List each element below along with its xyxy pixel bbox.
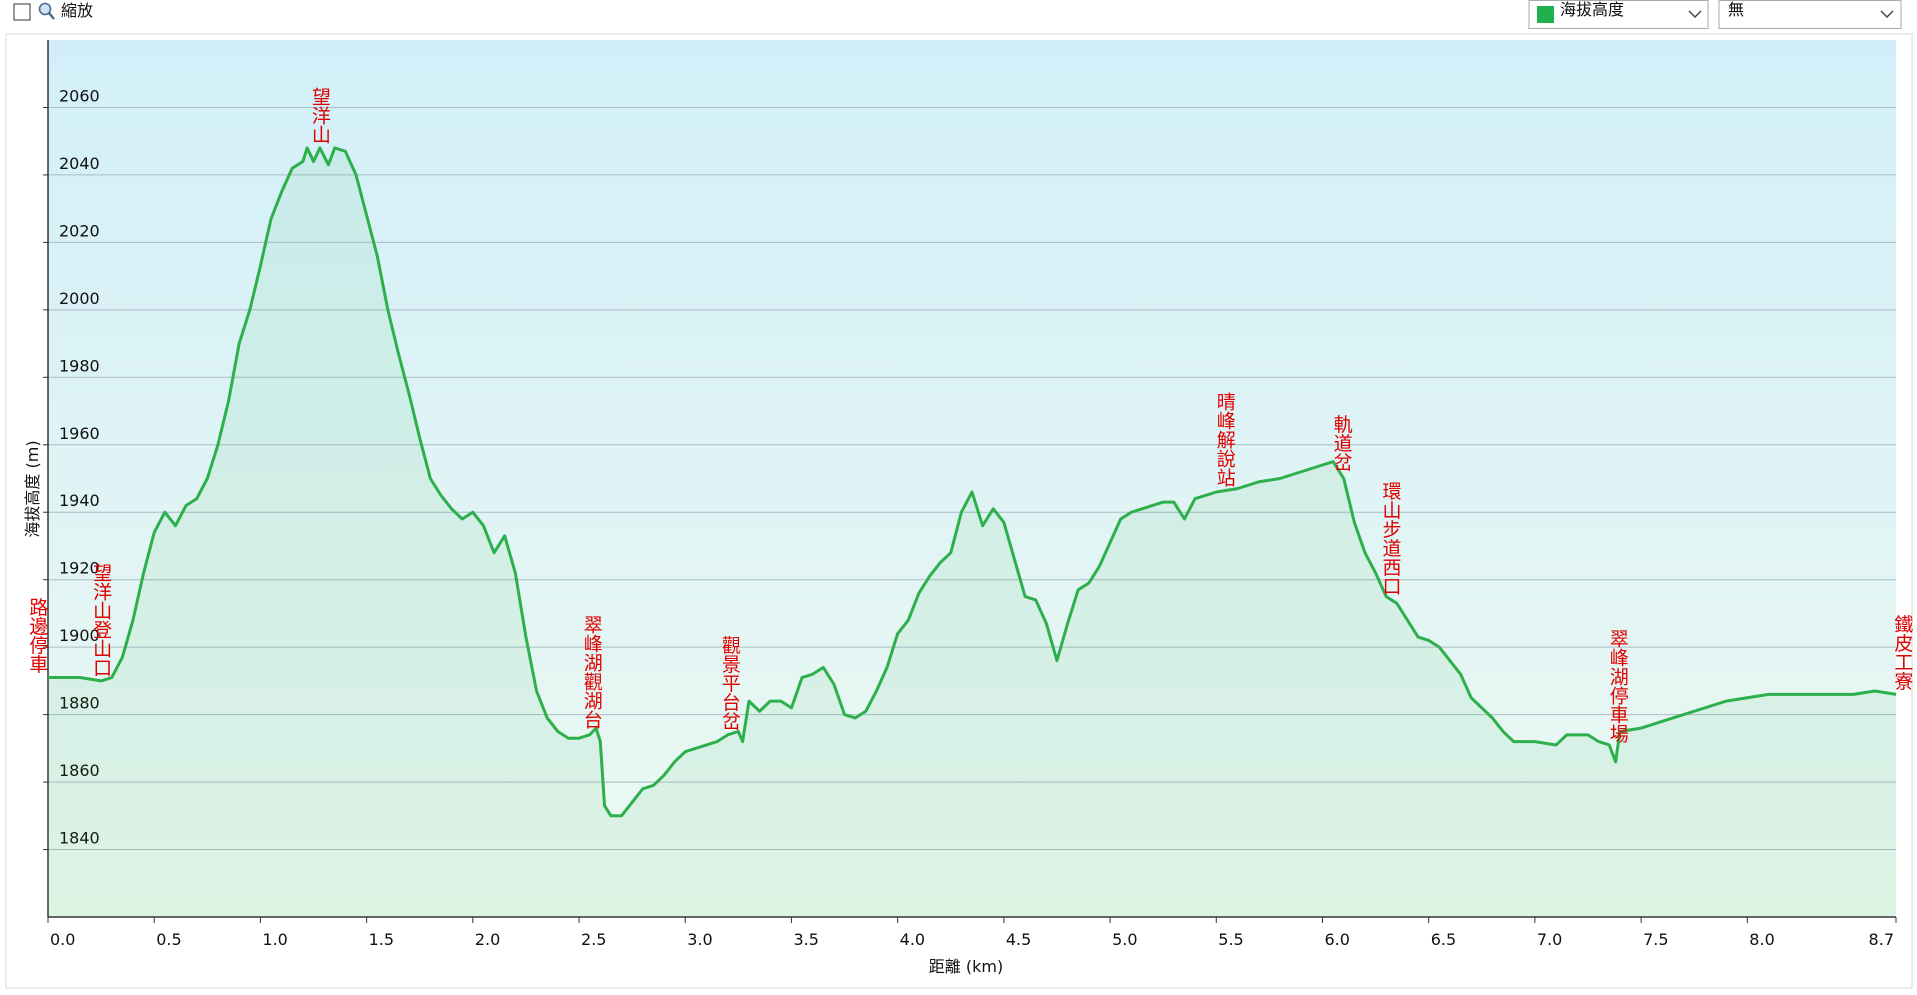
x-axis-title: 距離 (km): [929, 957, 1003, 976]
plot-layer: 1840 1860 1880 1900 1920 1940 1960 1980 2000 2020…: [26, 40, 1913, 949]
annotation: 環山步道西口: [1379, 481, 1401, 595]
x-tick-label: 2.0: [475, 930, 500, 949]
y-tick-label: 2040: [59, 154, 100, 173]
y-tick-label: 2000: [59, 289, 100, 308]
x-tick-label: 1.5: [369, 930, 394, 949]
y-tick-label: 1840: [59, 829, 100, 848]
x-tick-label: 4.0: [900, 930, 925, 949]
y-tick-label: 1880: [59, 694, 100, 713]
x-tick-label: 0.0: [50, 930, 75, 949]
x-tick-label: 7.5: [1643, 930, 1668, 949]
annotation: 翠峰湖觀湖台: [581, 615, 603, 729]
y-tick-label: 1900: [59, 626, 100, 645]
x-tick-label: 3.0: [687, 930, 712, 949]
elevation-line: [48, 146, 1897, 818]
x-tick-label: 2.5: [581, 930, 606, 949]
x-tick-label: 6.5: [1431, 930, 1456, 949]
y-tick-label: 1860: [59, 761, 100, 780]
x-tick-label: 3.5: [793, 930, 818, 949]
x-tick-label: 8.0: [1749, 930, 1774, 949]
annotation: 晴峰解說站: [1214, 391, 1236, 486]
overlay-select-label: 無: [1728, 0, 1744, 19]
y-tick-label: 1920: [59, 559, 100, 578]
y-tick-label: 2060: [59, 86, 100, 105]
y-tick-label: 2020: [59, 221, 100, 240]
series-select[interactable]: [1528, 0, 1709, 29]
x-tick-label: 4.5: [1006, 930, 1031, 949]
overlay-select[interactable]: [1718, 0, 1902, 29]
plot-area: [48, 40, 1896, 917]
zoom-label: 縮放: [61, 1, 93, 20]
y-tick-label: 1940: [59, 491, 100, 510]
x-tick-label: 5.5: [1218, 930, 1243, 949]
annotation: 觀景平台岔: [719, 635, 741, 730]
area-fill: [48, 147, 1896, 917]
annotation: 路邊停車: [26, 597, 48, 673]
y-axis-title: 海拔高度 (m): [23, 440, 42, 537]
x-tick-label: 0.5: [156, 930, 181, 949]
zoom-checkbox[interactable]: [13, 3, 31, 21]
x-tick-label: 1.0: [262, 930, 287, 949]
annotation: 翠峰湖停車場: [1607, 629, 1629, 744]
x-tick-label: 8.7: [1869, 930, 1894, 949]
zoom-icon: [38, 2, 55, 20]
annotation: 望洋山: [309, 87, 331, 144]
y-tick-label: 1960: [59, 424, 100, 443]
annotation: 鐵皮工寮: [1891, 614, 1913, 691]
annotation: 望洋山登山口: [90, 563, 112, 677]
y-tick-label: 1980: [59, 356, 100, 375]
x-tick-label: 5.0: [1112, 930, 1137, 949]
x-tick-label: 7.0: [1537, 930, 1562, 949]
x-tick-label: 6.0: [1324, 930, 1349, 949]
series-select-label: 海拔高度: [1560, 0, 1624, 19]
annotation: 軌道岔: [1331, 414, 1353, 471]
